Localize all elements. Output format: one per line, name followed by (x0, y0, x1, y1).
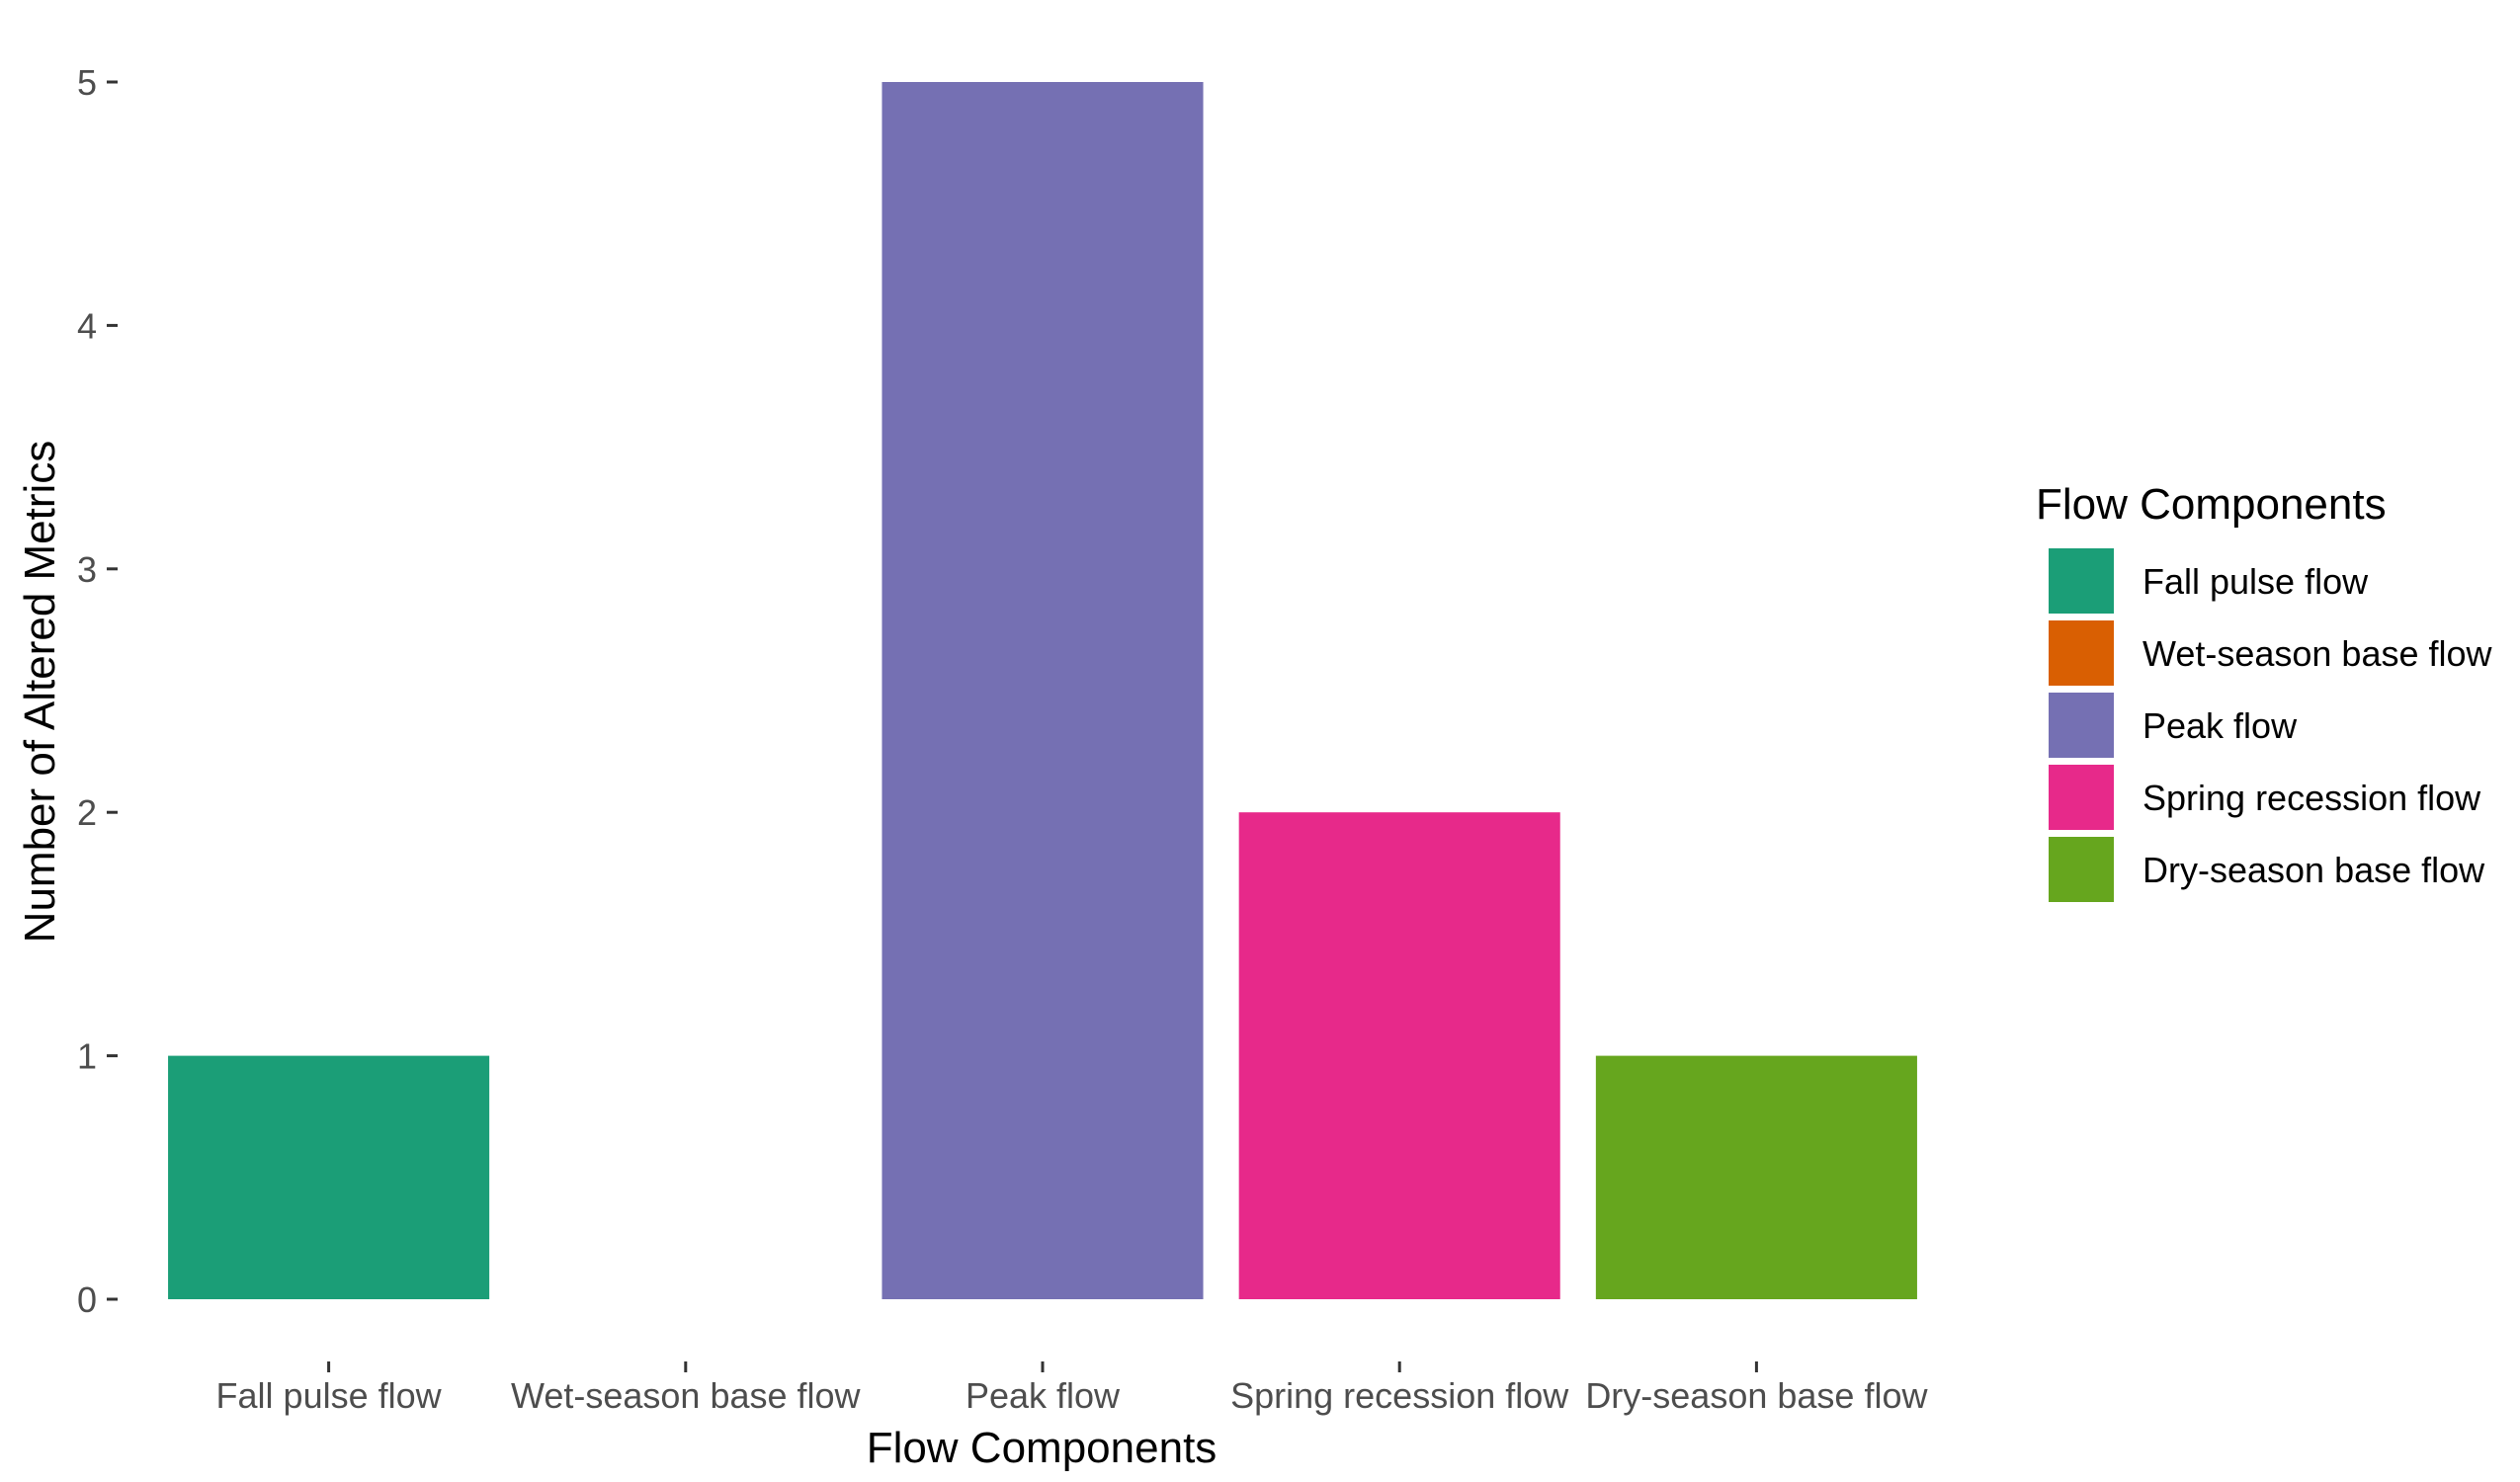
bar (882, 82, 1204, 1299)
y-tick-label: 3 (77, 549, 97, 590)
x-tick-label: Fall pulse flow (216, 1375, 443, 1416)
legend-label: Fall pulse flow (2142, 561, 2369, 602)
legend-swatch (2049, 620, 2114, 686)
legend-label: Dry-season base flow (2142, 850, 2485, 890)
legend-label: Wet-season base flow (2142, 633, 2493, 674)
y-axis-title: Number of Altered Metrics (16, 441, 64, 944)
bar (168, 1055, 490, 1299)
legend-swatch (2049, 548, 2114, 614)
x-axis-title: Flow Components (867, 1424, 1218, 1472)
bar (1238, 812, 1560, 1299)
x-axis: Fall pulse flow Wet-season base flow Peak … (216, 1361, 1928, 1416)
legend-label: Peak flow (2142, 705, 2298, 746)
y-tick-label: 1 (77, 1036, 97, 1077)
y-tick-label: 5 (77, 62, 97, 103)
y-tick-label: 0 (77, 1279, 97, 1320)
legend-swatch (2049, 693, 2114, 758)
y-axis: 0 1 2 3 4 5 (77, 62, 118, 1320)
legend-title: Flow Components (2036, 480, 2387, 529)
x-tick-label: Wet-season base flow (511, 1375, 862, 1416)
x-tick-label: Dry-season base flow (1585, 1375, 1928, 1416)
x-tick-label: Peak flow (966, 1375, 1121, 1416)
legend: Flow Components Fall pulse flow Wet-seaso… (2036, 480, 2493, 902)
legend-swatch (2049, 765, 2114, 830)
legend-swatch (2049, 837, 2114, 902)
y-tick-label: 2 (77, 792, 97, 833)
x-tick-label: Spring recession flow (1230, 1375, 1569, 1416)
bar (1595, 1055, 1917, 1299)
legend-label: Spring recession flow (2142, 778, 2481, 818)
y-tick-label: 4 (77, 305, 97, 346)
bars (168, 82, 1917, 1299)
